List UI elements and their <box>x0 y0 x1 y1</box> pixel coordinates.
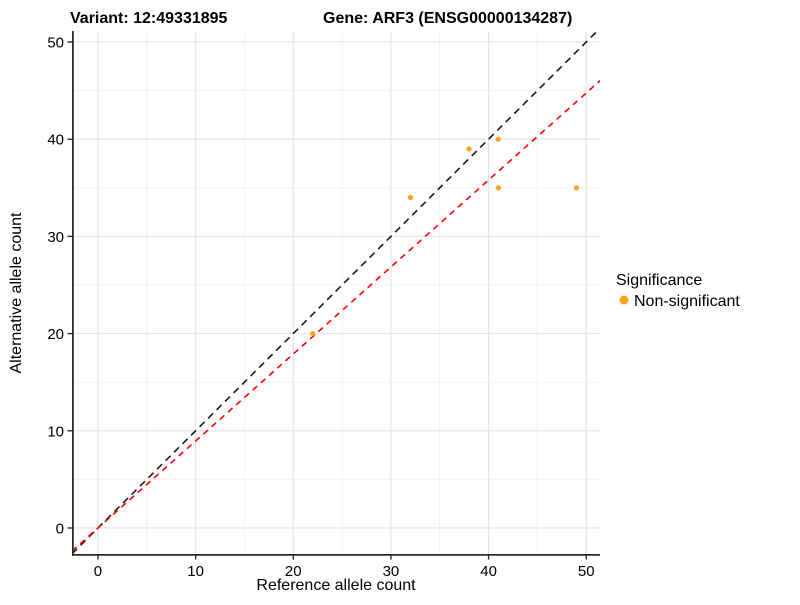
legend-item-label-non-significant: Non-significant <box>634 293 740 310</box>
data-point <box>407 194 414 201</box>
legend-title: Significance <box>616 272 702 289</box>
fit-line <box>72 80 600 552</box>
y-tick-label: 20 <box>47 326 64 343</box>
legend-marker-non-significant <box>619 295 629 305</box>
x-tick-label: 50 <box>578 563 595 580</box>
y-tick-label: 50 <box>47 34 64 51</box>
reference-lines <box>72 31 600 555</box>
data-point <box>495 185 501 191</box>
x-tick-label: 30 <box>383 563 400 580</box>
axis-lines <box>72 31 600 556</box>
legend: Significance Non-significant <box>616 272 740 310</box>
y-tick-label: 10 <box>47 423 64 440</box>
data-point <box>310 330 316 337</box>
data-points <box>310 136 580 337</box>
x-tick-label: 40 <box>480 563 497 580</box>
x-tick-label: 10 <box>187 563 204 580</box>
identity-line <box>72 31 598 555</box>
plot-title-gene: Gene: ARF3 (ENSG00000134287) <box>323 10 572 27</box>
axis-ticks <box>67 41 587 560</box>
data-point <box>573 185 580 191</box>
data-point <box>495 136 501 142</box>
x-axis-label: Reference allele count <box>256 577 416 594</box>
plot-panel <box>72 31 600 555</box>
plot-title-variant: Variant: 12:49331895 <box>70 10 228 27</box>
y-axis-label: Alternative allele count <box>8 212 25 374</box>
data-point <box>466 146 472 152</box>
gridlines-major <box>72 31 600 555</box>
gridlines-minor <box>72 31 600 555</box>
y-tick-label: 30 <box>47 229 64 246</box>
y-tick-label: 0 <box>56 520 64 537</box>
x-tick-label: 20 <box>285 563 302 580</box>
x-tick-label: 0 <box>94 563 102 580</box>
y-tick-label: 40 <box>47 132 64 149</box>
axis-tick-labels: 0 10 20 30 40 50 0 10 20 30 40 50 <box>47 34 594 580</box>
